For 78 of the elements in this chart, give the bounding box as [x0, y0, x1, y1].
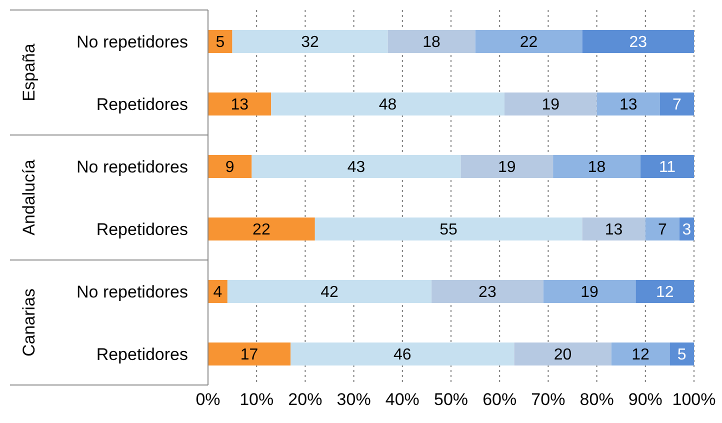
y-tick-label: Repetidores [96, 344, 188, 364]
data-label: 43 [347, 159, 366, 176]
bar [596, 92, 660, 116]
bar [514, 342, 612, 366]
bar [252, 155, 461, 178]
data-label: 48 [378, 96, 397, 114]
data-label: 17 [240, 346, 258, 364]
bar [208, 218, 315, 240]
data-label: 12 [656, 284, 674, 302]
bar [660, 92, 694, 116]
bar [227, 280, 432, 303]
data-label: 7 [658, 222, 667, 239]
text: España [19, 43, 38, 102]
data-label: 32 [301, 34, 320, 52]
y-tick-label: No repetidores [76, 157, 188, 176]
text: Canarias [19, 288, 38, 357]
x-tick-label: 90% [628, 390, 662, 410]
data-label: 4 [213, 284, 222, 302]
data-label: 22 [520, 34, 538, 52]
data-label: 9 [225, 159, 234, 176]
bar [290, 342, 514, 366]
x-tick-label: 70% [531, 390, 566, 410]
y-tick-label: Repetidores [96, 220, 188, 239]
x-tick-label: 0% [196, 390, 220, 410]
data-label: 13 [604, 222, 623, 239]
data-label: 18 [422, 34, 441, 52]
bar [208, 30, 232, 53]
bar [208, 92, 272, 116]
text: Andalucía [19, 159, 38, 236]
bar [636, 280, 694, 303]
x-tick-label: 80% [580, 390, 614, 410]
bar [582, 218, 646, 240]
y-tick-label: No repetidores [76, 282, 188, 302]
data-label: 19 [542, 96, 560, 114]
data-label: 11 [658, 159, 676, 176]
data-label: 5 [216, 34, 225, 52]
data-label: 42 [320, 284, 338, 302]
x-tick-label: 10% [240, 390, 274, 410]
data-label: 23 [629, 34, 648, 52]
bar [543, 280, 636, 303]
x-tick-label: 100% [672, 390, 716, 410]
bar [460, 155, 554, 178]
x-tick-label: 50% [434, 390, 468, 410]
y-tick-label: Repetidores [96, 94, 188, 114]
data-label: 20 [554, 346, 572, 364]
bar [582, 30, 694, 53]
x-tick-label: 40% [385, 390, 420, 410]
bar [208, 155, 252, 178]
data-label: 19 [580, 284, 599, 302]
bar [271, 92, 504, 116]
bar [208, 342, 291, 366]
bar [611, 342, 670, 366]
bar [640, 155, 694, 178]
data-label: 19 [498, 159, 516, 176]
data-label: 18 [588, 159, 606, 176]
bar [232, 30, 388, 53]
y-tick-label: No repetidores [76, 32, 188, 52]
data-label: 13 [230, 96, 249, 114]
data-label: 7 [672, 96, 682, 114]
bar [388, 30, 476, 53]
bar [645, 218, 680, 240]
x-tick-label: 30% [336, 390, 371, 410]
data-label: 22 [252, 222, 270, 239]
bar [432, 280, 544, 303]
data-label: 12 [632, 346, 650, 364]
x-tick-label: 20% [288, 390, 322, 410]
data-label: 3 [682, 222, 692, 239]
bar [475, 30, 582, 53]
bar [670, 342, 694, 366]
data-label: 55 [440, 222, 458, 239]
bar [504, 92, 597, 116]
data-label: 23 [478, 284, 496, 302]
data-label: 46 [394, 346, 412, 364]
data-label: 13 [619, 96, 638, 114]
bar [553, 155, 641, 178]
bar [314, 218, 582, 240]
data-label: 5 [677, 346, 686, 364]
x-tick-label: 60% [482, 390, 517, 410]
